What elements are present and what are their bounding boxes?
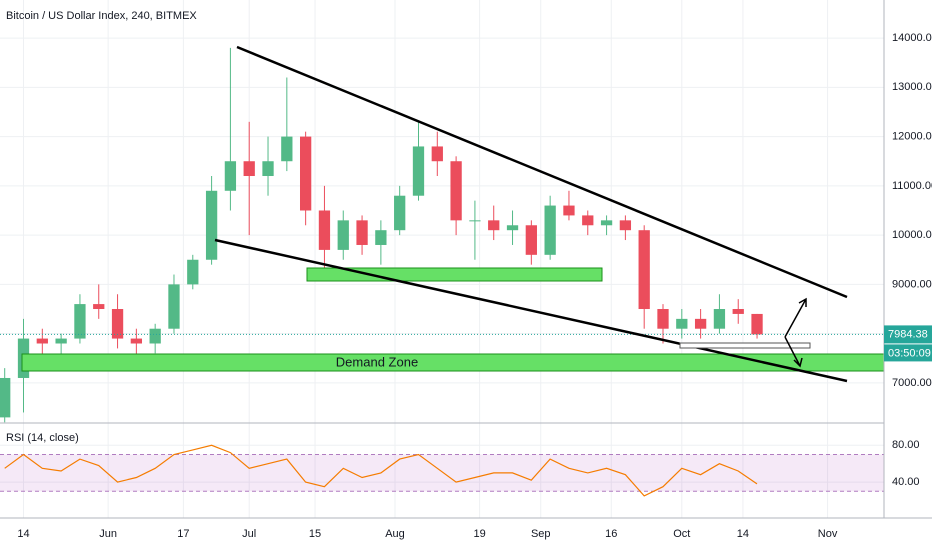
candle-body — [55, 338, 67, 344]
y-tick-label: 40.00 — [892, 476, 920, 488]
candle-body — [299, 136, 312, 211]
candle-body — [488, 220, 500, 231]
candle-body — [149, 328, 161, 344]
chart-title: Bitcoin / US Dollar Index, 240, BITMEX — [6, 10, 197, 22]
x-tick-label: Jun — [99, 528, 117, 540]
candle-body — [525, 225, 537, 255]
x-tick-label: 15 — [309, 528, 321, 540]
x-tick-label: 17 — [177, 528, 189, 540]
candle-body — [262, 161, 274, 177]
range-box — [679, 342, 811, 349]
x-tick-label: 14 — [17, 528, 29, 540]
last-price-tag — [884, 325, 932, 344]
candle-body — [713, 309, 726, 329]
candle-body — [93, 304, 105, 310]
candle-body — [676, 318, 688, 329]
x-tick-label: Sep — [531, 528, 551, 540]
rsi-title: RSI (14, close) — [6, 432, 79, 444]
candle-body — [431, 146, 443, 162]
candle-body — [582, 215, 594, 226]
candle-body — [563, 205, 575, 216]
countdown-label: 03:50:09 — [888, 347, 931, 359]
candle-body — [0, 377, 11, 418]
candle-body — [694, 318, 707, 329]
countdown-tag — [884, 344, 932, 362]
demand-zone — [21, 353, 885, 372]
rsi-pane — [0, 444, 884, 497]
x-tick-label: Aug — [385, 528, 405, 540]
candle-body — [600, 220, 613, 226]
candle-body — [337, 220, 349, 250]
candle-body — [544, 205, 556, 255]
candle-body — [469, 220, 481, 222]
last-price-label: 7984.38 — [888, 328, 928, 340]
x-tick-label: Nov — [818, 528, 838, 540]
candle-body — [394, 195, 406, 231]
y-tick-label: 7000.00 — [892, 377, 932, 389]
candle-body — [638, 230, 650, 310]
candle-body — [168, 284, 180, 329]
axes: 7000.008000.009000.0010000.0011000.00120… — [17, 32, 932, 540]
candle-body — [36, 338, 48, 344]
candle-body — [657, 309, 669, 329]
candle-body — [619, 220, 632, 231]
lower-trendline — [214, 238, 848, 383]
x-tick-label: 16 — [605, 528, 617, 540]
upper-trendline — [236, 45, 848, 299]
y-tick-label: 80.00 — [892, 439, 920, 451]
candle-body — [732, 309, 744, 314]
candle-body — [281, 136, 293, 162]
y-tick-label: 13000.00 — [892, 81, 932, 93]
candle-body — [751, 313, 763, 335]
candle-body — [130, 338, 143, 344]
candle-body — [506, 225, 519, 231]
y-tick-label: 14000.00 — [892, 32, 932, 44]
candle-body — [111, 309, 124, 339]
candle-body — [412, 146, 425, 196]
candle-body — [243, 161, 255, 177]
y-tick-label: 9000.00 — [892, 278, 932, 290]
grid — [0, 0, 884, 518]
candle-body — [450, 161, 462, 221]
rsi-band — [0, 454, 884, 492]
x-tick-label: 19 — [473, 528, 485, 540]
candle-body — [205, 190, 218, 260]
x-tick-label: 14 — [737, 528, 749, 540]
x-tick-label: Oct — [673, 528, 690, 540]
candle-body — [74, 304, 86, 339]
x-tick-label: Jul — [242, 528, 256, 540]
candle-body — [375, 230, 387, 245]
y-tick-label: 12000.00 — [892, 131, 932, 143]
candle-body — [224, 161, 237, 191]
arrows — [784, 297, 807, 368]
y-tick-label: 10000.00 — [892, 229, 932, 241]
candle-body — [356, 220, 368, 245]
candle-body — [187, 259, 199, 285]
demand-zone-label: Demand Zone — [336, 354, 418, 369]
y-tick-label: 11000.00 — [892, 180, 932, 192]
rsi-line — [4, 444, 758, 497]
candle-body — [318, 210, 331, 250]
